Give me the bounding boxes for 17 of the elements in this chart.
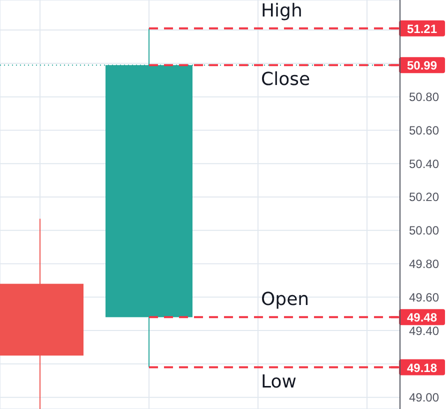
y-tick-label: 49.40 xyxy=(409,324,440,338)
text: 50.99 xyxy=(406,58,438,73)
y-tick-label: 49.00 xyxy=(409,390,440,405)
y-tick-label: 49.80 xyxy=(409,257,440,272)
ref-line-label: Open xyxy=(261,289,310,310)
y-tick-label: 50.40 xyxy=(409,156,440,171)
text: 51.21 xyxy=(406,22,438,36)
text: 49.18 xyxy=(406,360,438,375)
y-tick-label: 50.00 xyxy=(409,224,440,238)
y-tick-label: 50.80 xyxy=(409,90,440,104)
ref-line-label: High xyxy=(261,0,302,22)
text: 49.48 xyxy=(406,310,438,325)
ref-line-label: Close xyxy=(261,69,310,90)
y-tick-label: 50.60 xyxy=(409,123,440,138)
ref-line-label: Low xyxy=(261,371,296,392)
y-tick-label: 50.20 xyxy=(409,190,440,204)
y-tick-label: 49.60 xyxy=(409,290,440,304)
